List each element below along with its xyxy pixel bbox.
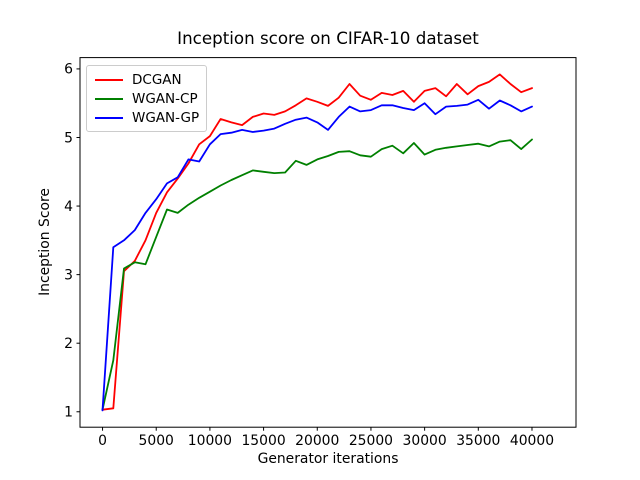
x-tick-label: 30000	[403, 433, 447, 449]
series-line-wgan-gp	[101, 98, 533, 412]
legend-label-wgan-gp: WGAN-GP	[132, 109, 200, 126]
y-tick-label: 4	[64, 199, 73, 215]
legend-item-wgan-gp: WGAN-GP	[95, 108, 200, 127]
x-axis-label: Generator iterations	[257, 451, 399, 467]
legend-label-dcgan: DCGAN	[132, 71, 182, 88]
legend-swatch-dcgan	[95, 78, 123, 81]
x-tick-label: 35000	[456, 433, 500, 449]
y-tick-label: 5	[64, 130, 73, 146]
series-line-wgan-cp	[101, 138, 533, 411]
y-axis-label: Inception Score	[37, 188, 53, 296]
legend-label-wgan-cp: WGAN-CP	[132, 90, 198, 107]
x-tick-label: 25000	[349, 433, 393, 449]
legend-item-wgan-cp: WGAN-CP	[95, 89, 198, 108]
x-tick-label: 5000	[139, 433, 174, 449]
y-tick-label: 3	[64, 267, 73, 283]
plot-border	[79, 57, 577, 428]
legend-swatch-wgan-gp	[95, 116, 123, 119]
y-tick-label: 2	[64, 336, 73, 352]
x-tick-label: 20000	[295, 433, 339, 449]
x-tick-label: 0	[98, 433, 107, 449]
y-tick-label: 6	[64, 62, 73, 78]
legend-swatch-wgan-cp	[95, 97, 123, 100]
x-tick-label: 15000	[241, 433, 285, 449]
legend: DCGAN WGAN-CP WGAN-GP	[86, 65, 207, 132]
x-tick-label: 40000	[510, 433, 554, 449]
series-line-dcgan	[101, 73, 533, 411]
y-tick-label: 1	[64, 405, 73, 421]
x-tick-label: 10000	[188, 433, 232, 449]
legend-item-dcgan: DCGAN	[95, 70, 198, 89]
chart-title: Inception score on CIFAR-10 dataset	[177, 28, 479, 48]
